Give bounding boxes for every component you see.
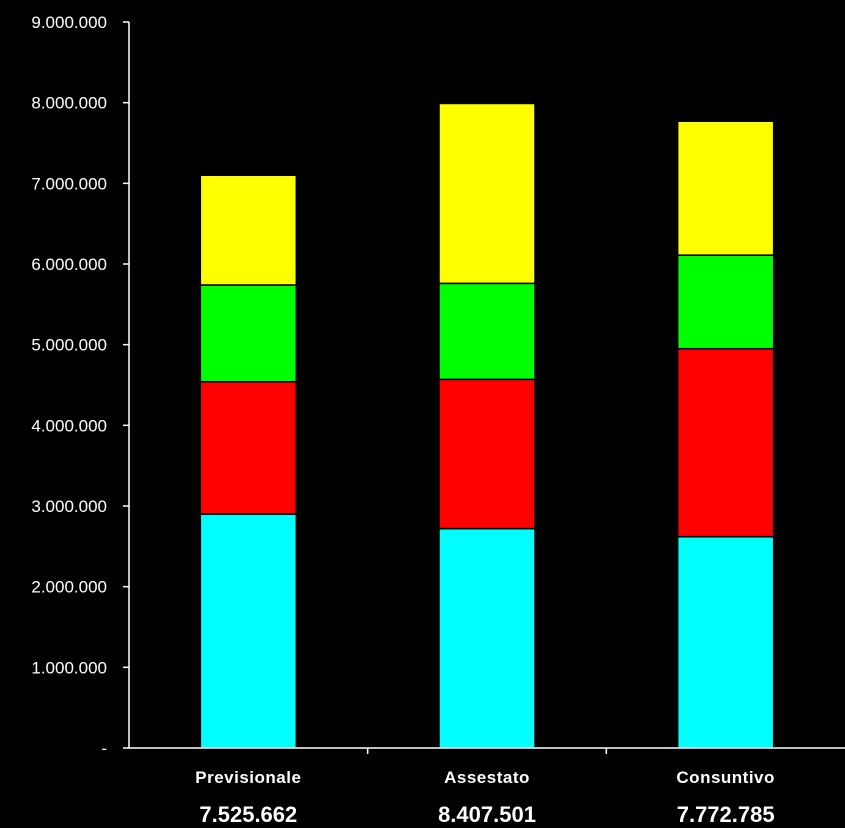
labels-layer: - 1.000.000 2.000.000 3.000.000 4.000.000 5.0… (31, 13, 775, 827)
y-tick-label: 3.000.000 (31, 497, 107, 516)
bar-segment-3-consuntivo (676, 254, 775, 350)
bar-segment-4-consuntivo (676, 120, 775, 256)
y-tick-label: 1.000.000 (31, 658, 107, 677)
category-total-label: 7.525.662 (199, 802, 297, 827)
y-tick-label: - (101, 739, 107, 758)
bar-segment-1-assestato (438, 527, 536, 749)
bar-segment-2-assestato (438, 378, 536, 530)
y-tick-label: 2.000.000 (31, 578, 107, 597)
bar-segment-3-previsionale (199, 284, 298, 383)
x-category-label: Assestato (444, 768, 530, 787)
bar-segment-4-assestato (438, 102, 536, 285)
bar-segment-3-assestato (438, 282, 536, 381)
x-category-label: Consuntivo (676, 768, 775, 787)
x-category-label: Previsionale (195, 768, 301, 787)
y-tick-label: 7.000.000 (31, 174, 107, 193)
bar-segment-4-previsionale (199, 174, 298, 286)
bars-layer (199, 102, 775, 749)
category-total-label: 7.772.785 (677, 802, 775, 827)
axis-layer (123, 21, 845, 754)
y-tick-label: 5.000.000 (31, 336, 107, 355)
category-total-label: 8.407.501 (438, 802, 536, 827)
y-tick-label: 9.000.000 (31, 13, 107, 32)
y-tick-label: 4.000.000 (31, 416, 107, 435)
bar-segment-1-consuntivo (676, 535, 775, 749)
bar-segment-2-consuntivo (676, 347, 775, 538)
y-tick-label: 6.000.000 (31, 255, 107, 274)
bar-segment-2-previsionale (199, 381, 298, 515)
y-tick-label: 8.000.000 (31, 94, 107, 113)
bar-segment-1-previsionale (199, 513, 298, 749)
